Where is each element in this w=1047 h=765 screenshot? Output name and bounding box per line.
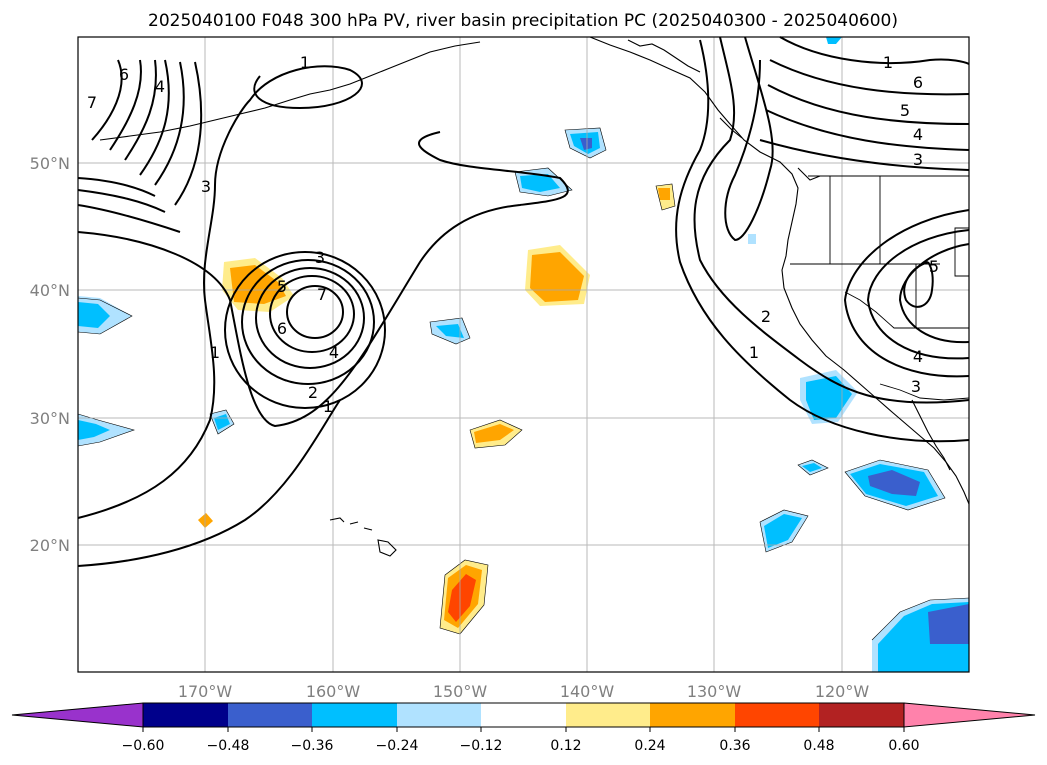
contour-label: 4: [913, 125, 923, 144]
colorbar-tick-label: −0.36: [291, 738, 334, 754]
contour-label: 5: [900, 101, 910, 120]
colorbar-ticks: [142, 727, 905, 732]
colorbar-segment: [481, 703, 566, 727]
pv-contour-labels: 1 6 4 7 3 1 6 5 4 3 3 5 7 6 4 2 1 1 2 1 …: [87, 53, 939, 416]
contour-label: 1: [883, 53, 893, 72]
lon-label: 160°W: [306, 682, 361, 701]
contour-label: 3: [315, 248, 325, 267]
precip-shading: [78, 37, 969, 672]
lon-label: 170°W: [178, 682, 233, 701]
contour-label: 2: [761, 307, 771, 326]
map-frame: [77, 36, 970, 673]
pc-anomaly-negative: [436, 324, 464, 338]
pc-anomaly-negative: [580, 138, 592, 150]
colorbar-segment: [228, 703, 312, 727]
pc-anomaly-positive: [658, 188, 670, 200]
map-background: [78, 37, 969, 672]
contour-label: 6: [277, 319, 287, 338]
colorbar-tick-label: −0.48: [207, 738, 250, 754]
contour-label: 5: [929, 257, 939, 276]
pc-anomaly-negative: [868, 470, 920, 496]
contour-label: 1: [300, 53, 310, 72]
contour-label: 7: [87, 93, 97, 112]
colorbar-segment: [566, 703, 650, 727]
colorbar: −0.60 −0.48 −0.36 −0.24 −0.12 0.12 0.24 …: [11, 702, 1036, 754]
country-borders: [790, 175, 970, 401]
colorbar-tick-label: 0.48: [803, 738, 834, 754]
pc-anomaly-negative: [806, 376, 852, 420]
colorbar-tick-label: 0.36: [719, 738, 750, 754]
contour-label: 6: [913, 73, 923, 92]
colorbar-segment: [650, 703, 735, 727]
pc-anomaly-negative: [520, 174, 560, 192]
contour-label: 6: [119, 65, 129, 84]
lat-label: 20°N: [30, 536, 70, 555]
contour-label: 3: [911, 377, 921, 396]
pc-anomaly-negative: [802, 463, 822, 472]
pv-contours: [77, 36, 970, 567]
contour-label: 3: [201, 177, 211, 196]
colorbar-tick-labels: −0.60 −0.48 −0.36 −0.24 −0.12 0.12 0.24 …: [122, 738, 920, 754]
map-panel: 1 6 4 7 3 1 6 5 4 3 3 5 7 6 4 2 1 1 2 1 …: [77, 36, 970, 673]
lat-axis-labels: 50°N 40°N 30°N 20°N: [30, 154, 70, 555]
contour-label: 7: [317, 285, 327, 304]
lon-label: 140°W: [560, 682, 615, 701]
pc-anomaly-negative: [928, 604, 969, 644]
pc-anomaly-negative: [78, 420, 110, 440]
contour-label: 1: [210, 343, 220, 362]
colorbar-tick-label: −0.24: [376, 738, 419, 754]
colorbar-segment: [735, 703, 819, 727]
colorbar-tick-label: −0.60: [122, 738, 165, 754]
lat-label: 40°N: [30, 281, 70, 300]
pc-anomaly-positive: [448, 574, 476, 622]
colorbar-tick-label: 0.60: [888, 738, 919, 754]
pc-anomaly-negative: [78, 302, 110, 328]
colorbar-segment: [819, 703, 904, 727]
colorbar-segment: [143, 703, 228, 727]
colorbar-frame: [142, 702, 905, 728]
pc-anomaly-positive: [474, 424, 514, 443]
pc-anomaly-negative: [764, 514, 802, 548]
contour-label: 4: [155, 77, 165, 96]
contour-label: 5: [277, 277, 287, 296]
pc-anomaly-positive: [230, 265, 286, 304]
colorbar-segment: [312, 703, 397, 727]
colorbar-over-extension: [903, 702, 1036, 728]
contour-label: 1: [749, 343, 759, 362]
lon-label: 130°W: [687, 682, 742, 701]
colorbar-tick-label: 0.24: [634, 738, 665, 754]
colorbar-tick-label: 0.12: [550, 738, 581, 754]
contour-label: 4: [913, 347, 923, 366]
lon-axis-labels: 170°W 160°W 150°W 140°W 130°W 120°W: [178, 682, 870, 701]
lat-label: 50°N: [30, 154, 70, 173]
contour-label: 3: [913, 150, 923, 169]
gridlines: [78, 37, 969, 672]
contour-label: 1: [323, 397, 333, 416]
colorbar-under-extension: [11, 702, 144, 728]
lon-label: 120°W: [815, 682, 870, 701]
colorbar-segment: [397, 703, 481, 727]
lat-label: 30°N: [30, 409, 70, 428]
contour-label: 4: [329, 343, 339, 362]
figure-title: 2025040100 F048 300 hPa PV, river basin …: [148, 11, 898, 31]
colorbar-tick-label: −0.12: [460, 738, 503, 754]
lon-label: 150°W: [433, 682, 488, 701]
pc-anomaly-negative: [826, 37, 842, 44]
precip-outlines: [77, 127, 970, 641]
contour-label: 2: [308, 383, 318, 402]
pc-anomaly-negative: [748, 234, 756, 244]
